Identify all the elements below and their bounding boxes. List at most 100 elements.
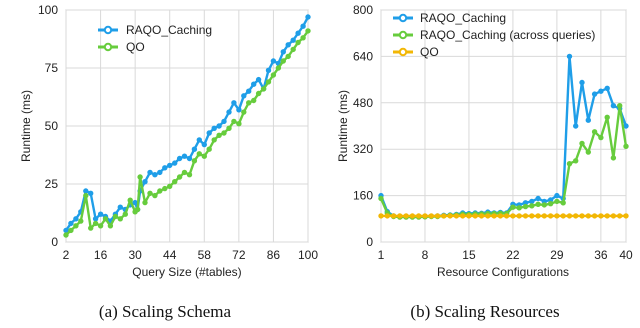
legend-label-raqo-caching-across-queries: RAQO_Caching (across queries) [420, 28, 595, 42]
data-point [134, 206, 141, 213]
data-point [221, 130, 227, 136]
data-point [275, 65, 282, 71]
data-point [510, 204, 516, 210]
data-point [68, 227, 74, 234]
data-point [221, 118, 227, 125]
data-point [604, 114, 610, 121]
x-axis-label: Resource Configurations [437, 265, 569, 279]
chart-scaling-resources: 1 8 15 22 29 36 40 0 160 320 480 640 800 Resource C… [336, 3, 633, 321]
data-point [73, 216, 79, 222]
data-point [147, 169, 153, 176]
data-point [478, 213, 485, 219]
data-point [117, 216, 124, 222]
caption-b: (b) Scaling Resources [410, 302, 559, 321]
x-tick-label: 22 [506, 248, 520, 262]
data-point [186, 172, 193, 178]
data-point [397, 213, 403, 219]
data-point [246, 88, 252, 94]
data-point [167, 162, 173, 169]
data-point [176, 155, 183, 162]
data-point [378, 213, 384, 219]
x-axis-label: Query Size (#tables) [132, 265, 241, 279]
data-point [623, 123, 629, 129]
data-point [598, 88, 604, 94]
data-point [92, 220, 99, 227]
data-point [132, 199, 138, 206]
data-point [604, 85, 610, 92]
gridlines [65, 9, 309, 243]
data-point [598, 213, 604, 219]
data-point [152, 192, 158, 199]
data-point [617, 213, 623, 219]
data-point [176, 174, 183, 180]
data-point [305, 14, 311, 20]
y-tick-label: 50 [45, 119, 59, 133]
data-point [591, 91, 598, 97]
plot-frame [380, 9, 627, 243]
data-point [535, 195, 541, 202]
data-point [162, 185, 168, 192]
data-point [68, 220, 74, 227]
x-tick-label: 58 [198, 248, 212, 262]
data-point [201, 153, 208, 159]
data-point [280, 58, 286, 64]
legend-marker-dot [103, 42, 113, 52]
series-line [379, 55, 628, 219]
x-tick-label: 72 [232, 248, 246, 262]
data-point [186, 155, 193, 162]
data-point [573, 158, 579, 164]
data-point [265, 67, 272, 74]
gridlines [380, 9, 627, 243]
data-point [598, 134, 604, 141]
data-point [472, 213, 478, 219]
data-point [295, 39, 301, 46]
data-point [491, 213, 497, 219]
data-point [211, 137, 217, 143]
data-point [460, 213, 466, 219]
y-tick-label: 320 [353, 142, 373, 156]
data-point [510, 213, 516, 219]
x-tick-label: 100 [298, 248, 318, 262]
data-point [447, 213, 453, 219]
data-point [280, 49, 286, 55]
data-point [97, 211, 104, 217]
y-tick-label: 480 [353, 96, 373, 110]
legend-label-qo: QO [126, 40, 145, 54]
x-tick-labels: 2 16 30 44 58 72 86 100 [63, 248, 319, 262]
y-axis-label: Runtime (ms) [19, 90, 33, 162]
data-point [226, 125, 232, 132]
data-point [535, 213, 541, 219]
x-tick-label: 44 [163, 248, 177, 262]
x-tick-label: 15 [462, 248, 476, 262]
legend: RAQO_Caching RAQO_Caching (across querie… [393, 11, 595, 59]
data-point [73, 223, 79, 229]
legend-label-qo: QO [420, 45, 439, 59]
data-point [604, 213, 610, 219]
data-point [529, 198, 535, 205]
data-point [591, 129, 598, 135]
data-point [579, 79, 585, 86]
data-point [152, 172, 158, 178]
data-point [585, 149, 591, 155]
data-point [591, 213, 598, 219]
legend-marker-dot [103, 25, 113, 35]
data-point [290, 37, 296, 43]
data-point [441, 213, 447, 219]
data-point [270, 58, 277, 64]
data-point [617, 103, 623, 109]
x-tick-label: 2 [63, 248, 70, 262]
data-point [516, 213, 522, 219]
data-point [78, 218, 84, 224]
data-point [107, 223, 114, 229]
data-point [83, 192, 89, 199]
data-point [97, 223, 104, 229]
caption-a: (a) Scaling Schema [99, 302, 232, 321]
data-point [573, 123, 579, 129]
data-point [92, 216, 99, 222]
y-axis-label: Runtime (ms) [336, 90, 350, 162]
y-tick-labels: 0 160 320 480 640 800 [353, 3, 373, 249]
data-point [251, 81, 257, 87]
data-point [265, 79, 272, 85]
data-point [241, 109, 247, 115]
series-raqo-caching [378, 53, 629, 220]
